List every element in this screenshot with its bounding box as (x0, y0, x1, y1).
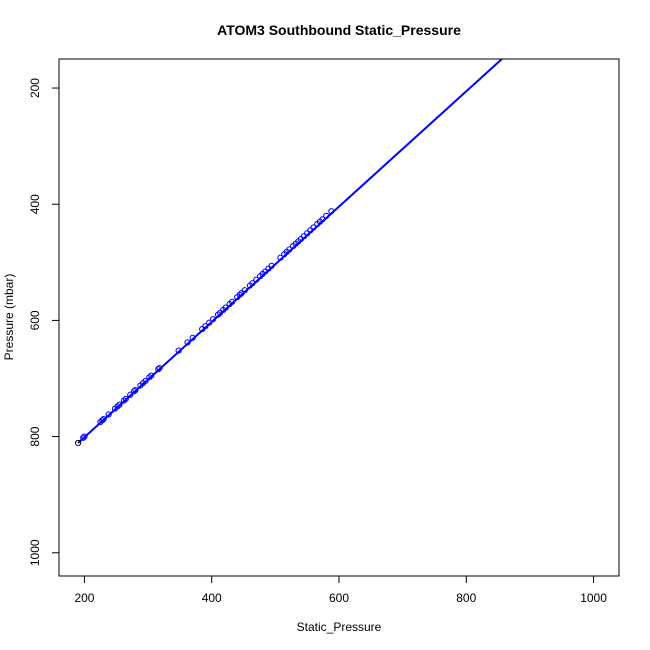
data-point (99, 417, 106, 424)
x-axis: 200 400 600 800 1000 (74, 575, 607, 605)
y-tick-label: 600 (28, 310, 42, 330)
data-point (142, 377, 149, 384)
x-tick-label: 1000 (580, 591, 607, 605)
data-point (184, 339, 191, 346)
data-point (202, 323, 209, 330)
plot-clip-group (74, 59, 504, 447)
data-point (268, 262, 275, 269)
data-point (132, 387, 139, 394)
data-point (80, 434, 87, 441)
data-point (241, 287, 248, 294)
data-point (175, 347, 182, 354)
data-point (148, 372, 155, 379)
y-tick-label: 1000 (28, 539, 42, 566)
chart-title: ATOM3 Southbound Static_Pressure (217, 22, 461, 38)
data-point (286, 246, 293, 253)
data-point (81, 433, 88, 440)
data-point (146, 374, 153, 381)
y-axis-label: Pressure (mbar) (2, 274, 16, 361)
data-point (319, 216, 326, 223)
y-tick-label: 400 (28, 194, 42, 214)
y-axis: 200 400 600 800 1000 (28, 78, 60, 566)
y-tick-label: 800 (28, 426, 42, 446)
data-point (249, 280, 256, 287)
data-point (120, 397, 128, 404)
data-point (209, 316, 217, 323)
plot-marks (74, 59, 504, 447)
data-point (156, 364, 163, 372)
fit-line (77, 59, 504, 444)
x-tick-label: 800 (456, 591, 476, 605)
data-point (253, 276, 260, 283)
x-axis-label: Static_Pressure (297, 620, 382, 634)
data-point (222, 304, 229, 311)
data-point (105, 411, 112, 418)
data-point (122, 395, 129, 402)
data-point (127, 391, 134, 398)
x-tick-label: 400 (202, 591, 222, 605)
data-point (236, 291, 243, 298)
data-point (74, 439, 82, 447)
data-point (310, 224, 317, 231)
x-tick-label: 200 (74, 591, 94, 605)
data-point (155, 366, 162, 373)
data-point (206, 319, 213, 326)
data-point (228, 298, 236, 305)
data-point (214, 311, 222, 318)
data-point (328, 208, 335, 215)
y-tick-label: 200 (28, 78, 42, 98)
data-point (130, 388, 138, 395)
data-point (323, 212, 330, 219)
x-tick-label: 600 (329, 591, 349, 605)
data-point (116, 401, 123, 408)
data-point (100, 416, 107, 423)
data-point (189, 334, 196, 341)
data-point (277, 254, 284, 261)
data-point (114, 403, 121, 410)
